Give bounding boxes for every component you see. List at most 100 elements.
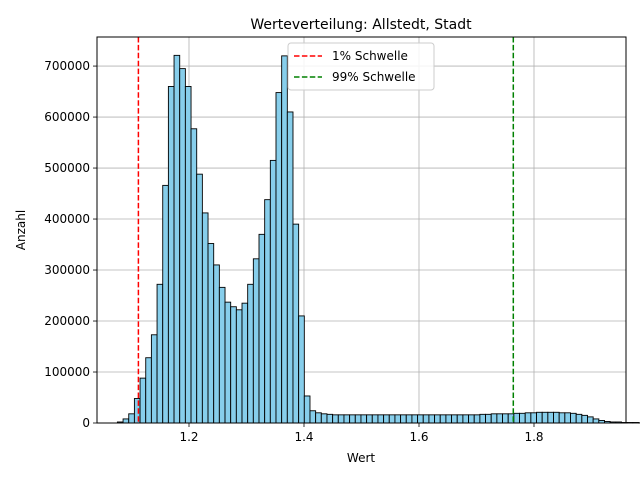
y-tick-label: 300000 (44, 263, 90, 277)
histogram-bar (581, 414, 588, 424)
histogram-bar (513, 412, 520, 424)
threshold-layer (137, 37, 515, 423)
histogram-bar (422, 414, 430, 424)
histogram-bar (519, 412, 526, 424)
y-tick-label: 100000 (44, 365, 90, 379)
histogram-bar (201, 212, 209, 424)
histogram-bar (184, 86, 192, 424)
histogram-bar (224, 301, 232, 424)
histogram-bar (592, 418, 600, 424)
histogram-bar (445, 414, 453, 424)
histogram-bar (315, 412, 322, 424)
histogram-bar (456, 414, 464, 424)
legend-label-1pct: 1% Schwelle (332, 49, 408, 63)
histogram-bar (536, 411, 543, 424)
y-axis-label: Anzahl (14, 210, 28, 250)
chart-title: Werteverteilung: Allstedt, Stadt (250, 17, 472, 33)
histogram-bar (451, 414, 458, 424)
histogram-bar (156, 283, 164, 424)
y-tick-label: 500000 (44, 161, 90, 175)
histogram-bar (575, 413, 583, 424)
histogram-bar (547, 411, 554, 424)
y-tick-label: 0 (82, 416, 90, 430)
histogram-bar (145, 357, 152, 424)
x-axis-label: Wert (347, 451, 375, 465)
y-tick-label: 400000 (44, 212, 90, 226)
histogram-bar (496, 413, 503, 424)
histogram-bar (281, 55, 288, 424)
histogram-bar (326, 413, 334, 424)
histogram-bar (241, 302, 249, 424)
histogram-bar (524, 412, 532, 424)
histogram-bar (303, 395, 311, 424)
histogram-bar (179, 68, 186, 424)
histogram-bar (366, 414, 373, 424)
histogram-bar (343, 414, 351, 424)
histogram-bar (530, 412, 537, 424)
histogram-bar (632, 422, 639, 424)
histogram-bar (434, 414, 441, 424)
y-tick-label: 200000 (44, 314, 90, 328)
histogram-bar (428, 414, 436, 424)
histogram-bar (479, 413, 487, 424)
histogram-bar (485, 413, 492, 424)
histogram-bar (173, 54, 181, 424)
legend-box (287, 42, 435, 91)
histogram-bar (196, 173, 203, 424)
histogram-bar (235, 309, 243, 424)
histogram-bar (309, 410, 317, 424)
histogram-bar (150, 334, 158, 424)
histogram-bar (230, 306, 237, 424)
x-tick-label: 1.4 (294, 430, 313, 444)
histogram-bar (439, 414, 447, 424)
histogram-bar (133, 398, 141, 424)
histogram-bar (541, 411, 549, 424)
x-tick-label: 1.2 (179, 430, 198, 444)
histogram-bar (468, 414, 475, 424)
histogram-bar (213, 264, 220, 424)
legend: 1% Schwelle 99% Schwelle (287, 42, 435, 91)
histogram-bar (354, 414, 362, 424)
histogram-bar (258, 233, 266, 424)
histogram-bar (162, 184, 169, 424)
ticks-layer: 1.2 1.4 1.6 1.8 0 100000 200000 300000 400000 500… (44, 59, 543, 444)
histogram-bar (553, 411, 560, 424)
histogram-bar (320, 413, 328, 424)
histogram-bar (292, 223, 300, 424)
histogram-bar (190, 128, 198, 424)
histogram-bar (388, 414, 396, 424)
histogram-bar (394, 414, 402, 424)
histogram-bar (207, 243, 215, 424)
histogram-bar (139, 377, 147, 424)
histogram-bar (128, 413, 135, 424)
histogram-bar (247, 283, 254, 424)
bars-layer (116, 54, 640, 424)
histogram-bar (360, 414, 368, 424)
histogram-bar (558, 412, 566, 424)
y-tick-label: 600000 (44, 110, 90, 124)
histogram-bar (587, 416, 594, 424)
plot-frame (96, 36, 627, 424)
histogram-bar (269, 159, 277, 424)
histogram-bar (349, 414, 356, 424)
histogram-bar (462, 414, 470, 424)
histogram-bar (371, 414, 379, 424)
histogram-bar (337, 414, 345, 424)
histogram-bar (298, 315, 305, 424)
histogram-bar (377, 414, 385, 424)
histogram-bar (275, 92, 283, 424)
histogram-bar (570, 412, 577, 424)
x-tick-label: 1.8 (524, 430, 543, 444)
histogram-bar (490, 413, 498, 424)
legend-label-99pct: 99% Schwelle (332, 70, 416, 84)
histogram-bar (405, 414, 413, 424)
histogram-bar (417, 414, 424, 424)
histogram-bar (473, 414, 481, 424)
histogram-bar (252, 258, 260, 424)
histogram-bar (411, 414, 419, 424)
histogram-bar (218, 286, 226, 424)
histogram-bar (564, 412, 571, 424)
histogram-bar (626, 422, 634, 424)
